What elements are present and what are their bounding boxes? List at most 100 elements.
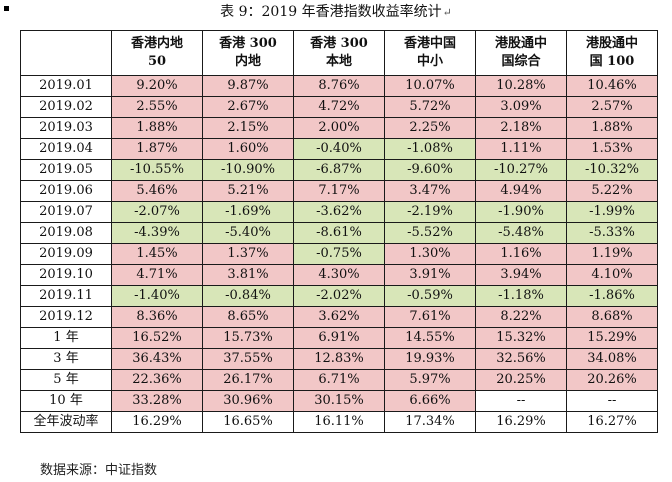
value-cell: 10.46% [566,75,658,97]
table-row: 2019.04 1.87% 1.60% -0.40% -1.08% 1.11% 1.53% [20,138,658,160]
value-cell: 10.28% [475,75,567,97]
row-label: 3 年 [20,348,112,370]
value-cell: 5.46% [111,180,203,202]
value-cell: 16.11% [293,411,385,433]
value-cell: 3.09% [475,96,567,118]
value-cell: 9.87% [202,75,294,97]
value-cell: 1.37% [202,243,294,265]
value-cell: 5.21% [202,180,294,202]
value-cell: 16.29% [111,411,203,433]
value-cell: -5.52% [384,222,476,244]
value-cell: 34.08% [566,348,658,370]
value-cell: 4.10% [566,264,658,286]
value-cell: 16.29% [475,411,567,433]
value-cell: 2.25% [384,117,476,139]
value-cell: 6.91% [293,327,385,349]
value-cell: -1.18% [475,285,567,307]
column-header: 香港中国 中小 [384,30,476,76]
value-cell: 15.29% [566,327,658,349]
value-cell: 2.57% [566,96,658,118]
column-header-line2: 国 100 [589,54,635,69]
value-cell: -0.40% [293,138,385,160]
value-cell: -1.08% [384,138,476,160]
value-cell: 1.11% [475,138,567,160]
value-cell: 1.53% [566,138,658,160]
value-cell: 4.30% [293,264,385,286]
row-label: 全年波动率 [20,411,112,433]
value-cell: 3.91% [384,264,476,286]
row-label: 2019.07 [20,201,112,223]
row-label: 2019.12 [20,306,112,328]
table-row: 2019.12 8.36% 8.65% 3.62% 7.61% 8.22% 8.68% [20,306,658,328]
value-cell: 3.47% [384,180,476,202]
column-header-line2: 内地 [234,54,261,69]
table-row: 2019.01 9.20% 9.87% 8.76% 10.07% 10.28% 10.46% [20,75,658,97]
value-cell: 1.19% [566,243,658,265]
column-header: 港股通中 国综合 [475,30,567,76]
table-row: 1 年 16.52% 15.73% 6.91% 14.55% 15.32% 15.29% [20,327,658,349]
value-cell: 5.97% [384,369,476,391]
value-cell: -1.40% [111,285,203,307]
value-cell: 4.72% [293,96,385,118]
value-cell: 8.22% [475,306,567,328]
value-cell: -2.19% [384,201,476,223]
value-cell: -2.07% [111,201,203,223]
row-label: 2019.11 [20,285,112,307]
row-label: 5 年 [20,369,112,391]
table-row: 2019.09 1.45% 1.37% -0.75% 1.30% 1.16% 1.19% [20,243,658,265]
table-row: 2019.07 -2.07% -1.69% -3.62% -2.19% -1.90% -1.… [20,201,658,223]
value-cell: 6.66% [384,390,476,412]
value-cell: -5.40% [202,222,294,244]
table-row: 2019.06 5.46% 5.21% 7.17% 3.47% 4.94% 5.22% [20,180,658,202]
value-cell: 1.45% [111,243,203,265]
value-cell: -- [475,390,567,412]
value-cell: 20.25% [475,369,567,391]
table-row: 2019.11 -1.40% -0.84% -2.02% -0.59% -1.18% -1.… [20,285,658,307]
value-cell: 10.07% [384,75,476,97]
value-cell: 3.62% [293,306,385,328]
value-cell: -1.86% [566,285,658,307]
table-header: 香港内地 50 香港 300 内地 香港 300 本地 香港中国 中小 港股通中 国综合 港股通中国… [20,30,658,76]
value-cell: 1.87% [111,138,203,160]
row-label: 10 年 [20,390,112,412]
value-cell: -10.27% [475,159,567,181]
value-cell: 19.93% [384,348,476,370]
row-label: 2019.10 [20,264,112,286]
table-row: 10 年 33.28% 30.96% 30.15% 6.66% -- -- [20,390,658,412]
value-cell: 26.17% [202,369,294,391]
row-label: 2019.02 [20,96,112,118]
value-cell: -9.60% [384,159,476,181]
value-cell: 16.27% [566,411,658,433]
value-cell: -10.55% [111,159,203,181]
row-label: 2019.05 [20,159,112,181]
column-header: 香港 300 内地 [202,30,294,76]
row-label: 2019.06 [20,180,112,202]
value-cell: 7.61% [384,306,476,328]
value-cell: -0.59% [384,285,476,307]
value-cell: 20.26% [566,369,658,391]
table-caption: 表 9：2019 年香港指数收益率统计↵ [0,0,672,24]
value-cell: -1.90% [475,201,567,223]
table-row: 2019.05 -10.55% -10.90% -6.87% -9.60% -10.27%… [20,159,658,181]
row-label: 1 年 [20,327,112,349]
column-header: 香港内地 50 [111,30,203,76]
value-cell: 3.94% [475,264,567,286]
value-cell: 2.15% [202,117,294,139]
value-cell: 8.65% [202,306,294,328]
value-cell: 9.20% [111,75,203,97]
column-header-line2: 中小 [416,54,443,69]
value-cell: -1.69% [202,201,294,223]
value-cell: -1.99% [566,201,658,223]
table-row: 2019.10 4.71% 3.81% 4.30% 3.91% 3.94% 4.10% [20,264,658,286]
row-label: 2019.04 [20,138,112,160]
value-cell: 32.56% [475,348,567,370]
column-header-line1: 香港中国 [403,36,456,51]
value-cell: 7.17% [293,180,385,202]
value-cell: 1.88% [111,117,203,139]
table-row: 全年波动率 16.29% 16.65% 16.11% 17.34% 16.29% 16.27… [20,411,658,433]
value-cell: 1.88% [566,117,658,139]
value-cell: 1.16% [475,243,567,265]
header-corner-cell [20,30,112,76]
value-cell: 3.81% [202,264,294,286]
table-body: 2019.01 9.20% 9.87% 8.76% 10.07% 10.28% 10.46%… [20,75,658,433]
